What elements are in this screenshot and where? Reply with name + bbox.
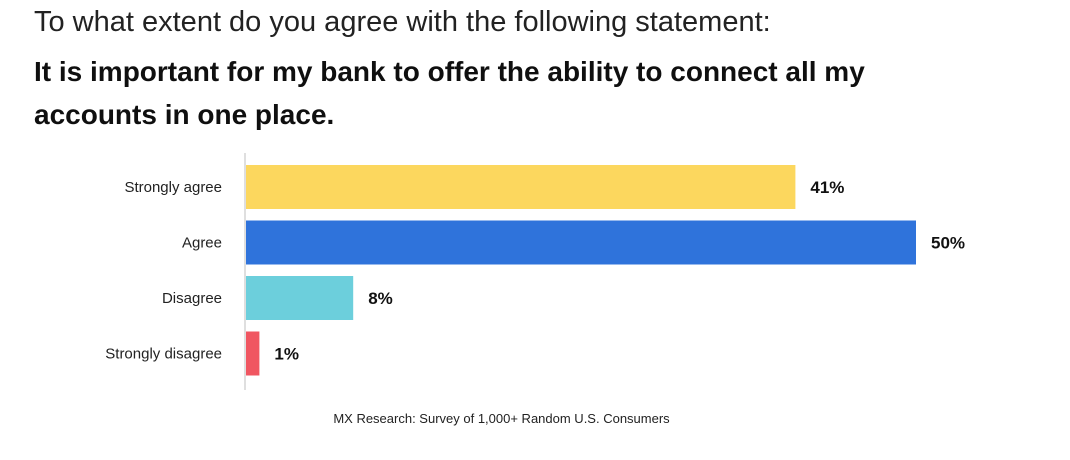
- category-label: Agree: [182, 235, 222, 252]
- source-note: MX Research: Survey of 1,000+ Random U.S…: [333, 411, 670, 426]
- category-label: Strongly disagree: [105, 346, 222, 363]
- category-label: Strongly agree: [124, 179, 222, 196]
- bar-chart: Strongly agree 41% Agree 50% Disagree 8% Stron…: [105, 153, 965, 390]
- value-label: 50%: [931, 234, 965, 253]
- question-text: To what extent do you agree with the fol…: [34, 6, 771, 38]
- category-label: Disagree: [162, 290, 222, 307]
- statement-text: It is important for my bank to offer the…: [34, 56, 865, 130]
- bar-strongly-disagree: [246, 331, 260, 376]
- bar-disagree: [246, 276, 354, 320]
- bar-agree: [246, 220, 916, 265]
- value-label: 8%: [368, 289, 393, 308]
- value-label: 1%: [274, 345, 299, 364]
- bar-strongly-agree: [246, 165, 796, 209]
- value-label: 41%: [810, 178, 844, 197]
